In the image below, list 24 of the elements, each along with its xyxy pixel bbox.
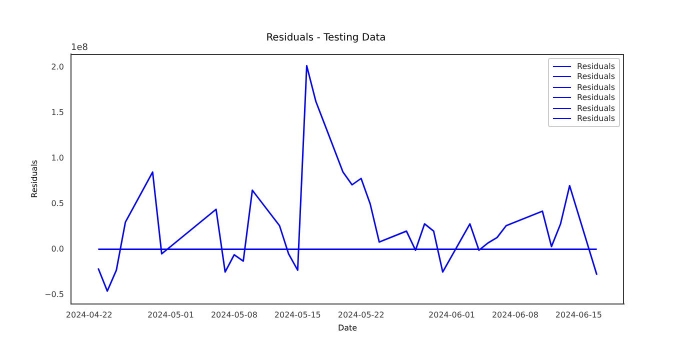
x-tick-label: 2024-05-01 bbox=[147, 310, 194, 320]
legend-label: Residuals bbox=[577, 114, 615, 124]
x-axis-title: Date bbox=[338, 323, 358, 332]
x-tick-label: 2024-06-01 bbox=[428, 310, 476, 320]
y-tick-label: −0.5 bbox=[44, 290, 64, 299]
x-tick-label: 2024-04-22 bbox=[66, 310, 112, 320]
legend-label: Residuals bbox=[577, 93, 615, 102]
x-tick-label: 2024-06-15 bbox=[555, 310, 602, 320]
x-tick-label: 2024-05-08 bbox=[210, 310, 258, 320]
x-tick-label: 2024-06-08 bbox=[492, 310, 538, 320]
y-axis-title: Residuals bbox=[30, 160, 39, 198]
legend-label: Residuals bbox=[577, 72, 615, 82]
legend-label: Residuals bbox=[577, 104, 615, 113]
y-tick-label: 1.0 bbox=[51, 154, 64, 163]
x-tick-label: 2024-05-15 bbox=[274, 310, 321, 320]
y-tick-label: 2.0 bbox=[51, 62, 64, 72]
legend-label: Residuals bbox=[577, 82, 615, 92]
chart-title: Residuals - Testing Data bbox=[266, 32, 386, 44]
y-tick-label: 0.0 bbox=[51, 244, 64, 254]
x-tick-label: 2024-05-22 bbox=[338, 310, 384, 320]
y-tick-label: 1.5 bbox=[51, 108, 64, 118]
legend-label: Residuals bbox=[577, 62, 615, 71]
y-tick-label: 0.5 bbox=[51, 198, 64, 208]
text: 1e8 bbox=[71, 42, 88, 53]
